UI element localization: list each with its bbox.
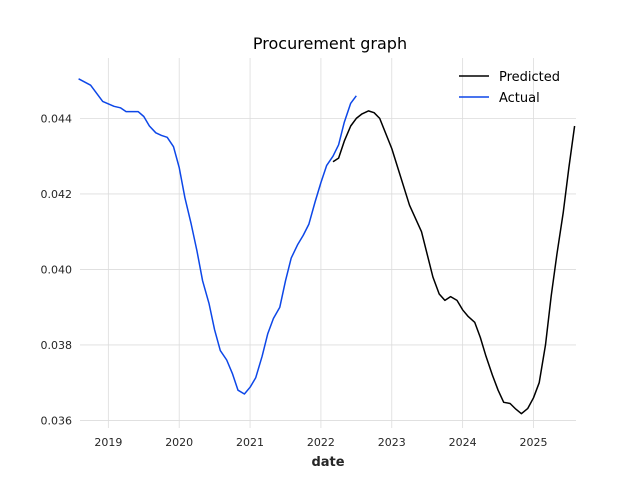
y-tick-label: 0.038 <box>41 339 73 352</box>
x-axis-label: date <box>311 455 344 470</box>
series-lines <box>78 78 576 415</box>
legend-label-actual: Actual <box>499 91 540 106</box>
legend-label-predicted: Predicted <box>499 70 560 85</box>
x-tick-label: 2023 <box>378 436 406 449</box>
x-tick-label: 2021 <box>236 436 264 449</box>
series-line-actual <box>78 78 357 395</box>
x-tick-label: 2024 <box>449 436 477 449</box>
chart-title: Procurement graph <box>253 34 407 53</box>
y-tick-label: 0.036 <box>41 414 73 427</box>
y-tick-labels: 0.036 0.038 0.040 0.042 0.044 <box>41 112 73 427</box>
grid <box>80 58 576 428</box>
x-tick-label: 2020 <box>165 436 193 449</box>
series-line-predicted <box>332 110 576 415</box>
y-tick-label: 0.042 <box>41 188 73 201</box>
legend: Predicted Actual <box>459 70 560 106</box>
y-tick-label: 0.040 <box>41 263 73 276</box>
x-tick-label: 2022 <box>307 436 335 449</box>
x-tick-labels: 2019 2020 2021 2022 2023 2024 2025 <box>94 436 547 449</box>
x-tick-label: 2025 <box>519 436 547 449</box>
y-tick-label: 0.044 <box>41 112 73 125</box>
x-tick-label: 2019 <box>94 436 122 449</box>
